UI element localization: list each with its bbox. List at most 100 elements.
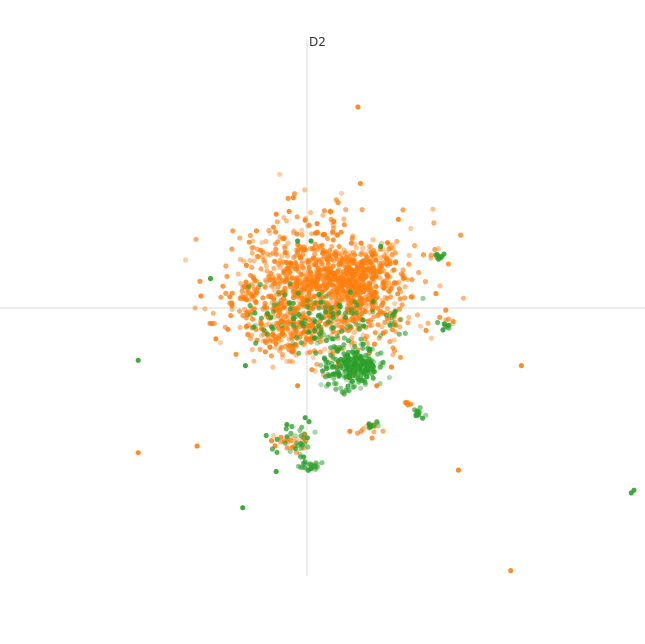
scatter-point-1344 <box>289 336 295 342</box>
scatter-point-960 <box>241 258 247 264</box>
scatter-point-1811 <box>270 309 277 315</box>
scatter-point-753 <box>295 277 301 283</box>
scatter-point-661 <box>277 265 283 271</box>
scatter-point-1646 <box>378 350 384 356</box>
scatter-point-1822 <box>313 325 319 332</box>
scatter-point-1029 <box>284 250 290 256</box>
scatter-point-73 <box>359 207 365 213</box>
scatter-point-1364 <box>279 344 285 350</box>
scatter-point-1773 <box>353 321 359 327</box>
scatter-point-1224 <box>409 277 415 283</box>
scatter-point-994 <box>357 180 363 187</box>
scatter-point-1352 <box>267 344 273 350</box>
scatter-point-995 <box>220 283 226 289</box>
scatter-point-797 <box>225 326 231 332</box>
scatter-point-1930 <box>441 321 447 327</box>
scatter-point-1731 <box>296 350 302 356</box>
scatter-point-1204 <box>299 300 305 306</box>
scatter-point-1330 <box>249 347 255 353</box>
scatter-point-1481 <box>321 231 327 237</box>
scatter-point-1832 <box>315 313 322 320</box>
scatter-point-1554 <box>345 383 351 389</box>
scatter-point-1385 <box>286 315 292 321</box>
scatter-point-957 <box>392 300 398 307</box>
scatter-point-306 <box>193 236 199 242</box>
scatter-point-1707 <box>342 353 348 359</box>
scatter-point-1448 <box>380 428 386 434</box>
scatter-point-1716 <box>330 364 337 370</box>
scatter-point-1820 <box>330 325 336 331</box>
scatter-point-567 <box>414 312 421 318</box>
scatter-point-600 <box>276 274 283 280</box>
scatter-point-1101 <box>333 249 339 255</box>
scatter-point-1037 <box>425 320 431 326</box>
scatter-point-944 <box>294 214 300 220</box>
scatter-point-1690 <box>366 356 372 362</box>
scatter-point-1016 <box>308 209 314 216</box>
scatter-point-253 <box>192 305 198 311</box>
scatter-point-1194 <box>405 277 411 283</box>
scatter-point-1153 <box>348 240 354 246</box>
scatter-point-1624 <box>345 349 352 355</box>
scatter-point-1823 <box>294 334 300 340</box>
scatter-point-1808 <box>330 314 336 320</box>
scatter-point-1895 <box>315 461 321 467</box>
scatter-point-720 <box>402 284 408 290</box>
scatter-point-723 <box>329 243 335 250</box>
scatter-point-1817 <box>313 350 319 356</box>
scatter-point-969 <box>382 294 388 300</box>
scatter-point-1325 <box>291 348 297 354</box>
scatter-point-1784 <box>330 336 336 342</box>
scatter-point-1835 <box>311 317 317 323</box>
scatter-point-1096 <box>327 209 334 215</box>
scatter-point-1845 <box>314 340 320 346</box>
scatter-point-1068 <box>294 282 300 288</box>
scatter-point-342 <box>304 350 310 356</box>
scatter-point-1948 <box>631 487 637 493</box>
scatter-point-666 <box>328 256 335 262</box>
scatter-point-1082 <box>333 253 339 259</box>
scatter-point-1719 <box>346 374 353 381</box>
scatter-point-229 <box>433 290 439 297</box>
scatter-point-1262 <box>354 264 361 270</box>
scatter-point-1836 <box>287 306 293 312</box>
scatter-point-1415 <box>239 288 245 294</box>
scatter-point-1476 <box>135 450 141 456</box>
scatter-point-1473 <box>450 318 456 325</box>
scatter-point-239 <box>321 208 327 214</box>
scatter-point-1558 <box>321 332 327 338</box>
scatter-point-1246 <box>339 276 346 283</box>
scatter-point-192 <box>210 310 216 316</box>
scatter-point-1645 <box>358 374 364 380</box>
scatter-point-1916 <box>420 415 426 421</box>
scatter-point-455 <box>338 251 344 257</box>
scatter-point-1802 <box>349 307 355 313</box>
scatter-point-461 <box>460 295 467 301</box>
scatter-point-1926 <box>435 252 441 258</box>
scatter-point-1736 <box>332 344 339 351</box>
scatter-point-962 <box>317 339 323 345</box>
scatter-point-472 <box>384 295 390 301</box>
scatter-point-1861 <box>274 436 280 442</box>
scatter-point-1413 <box>242 307 248 313</box>
scatter-point-975 <box>243 324 249 330</box>
scatter-point-1090 <box>299 276 305 282</box>
scatter-point-130 <box>383 249 389 255</box>
scatter-point-1598 <box>360 345 366 351</box>
scatter-point-989 <box>283 273 289 279</box>
scatter-point-1332 <box>285 327 291 333</box>
scatter-point-1031 <box>302 217 308 223</box>
scatter-point-341 <box>271 265 277 271</box>
scatter-point-543 <box>250 316 256 322</box>
scatter-point-191 <box>384 263 391 269</box>
scatter-point-1295 <box>280 312 286 318</box>
scatter-point-1837 <box>305 329 311 335</box>
scatter-point-1793 <box>339 328 345 334</box>
scatter-point-250 <box>251 258 257 264</box>
scatter-point-982 <box>307 282 313 288</box>
scatter-point-991 <box>299 260 305 266</box>
scatter-point-1749 <box>361 323 367 329</box>
scatter-point-1762 <box>265 311 271 317</box>
scatter-point-1787 <box>304 304 310 310</box>
scatter-point-1656 <box>362 380 368 386</box>
